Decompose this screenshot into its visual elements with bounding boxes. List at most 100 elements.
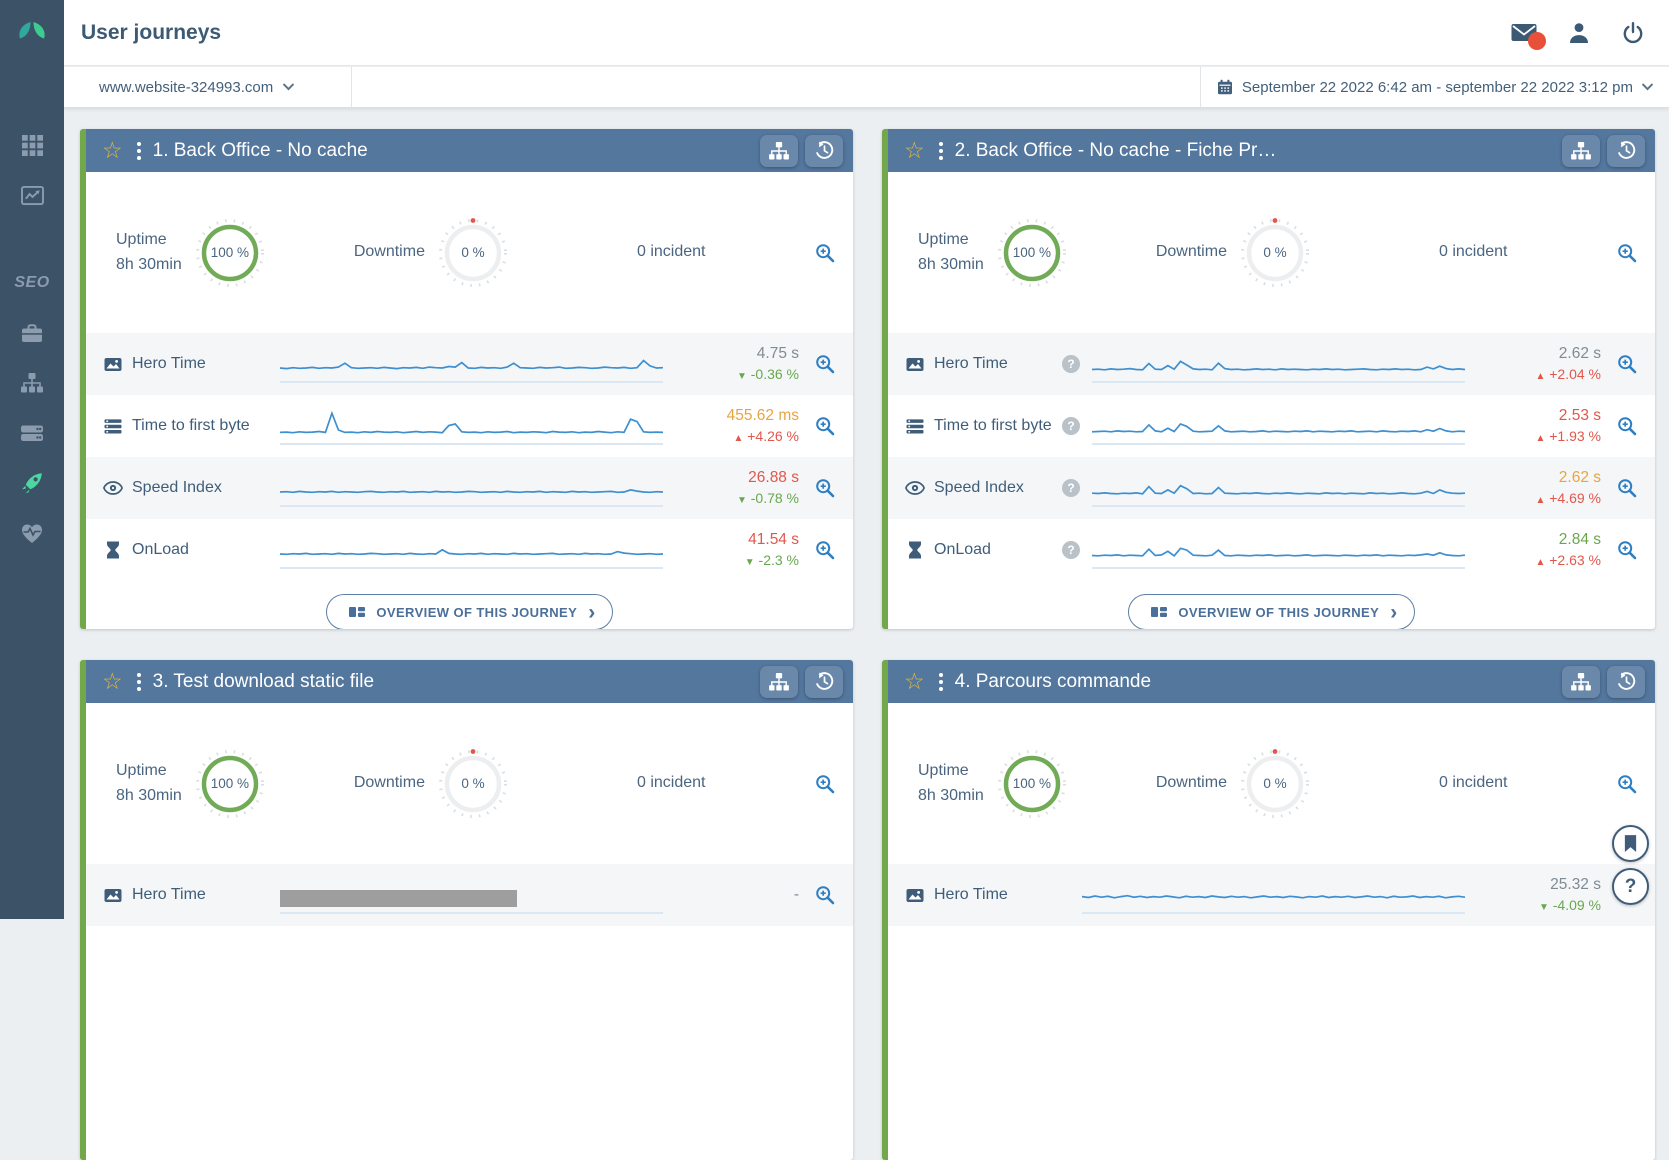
sparkline	[280, 531, 663, 569]
zoom-in-icon[interactable]	[815, 243, 835, 263]
zoom-in-icon[interactable]	[815, 540, 835, 560]
account-button[interactable]	[1567, 22, 1591, 44]
sidebar-item-seo[interactable]: SEO	[0, 258, 64, 308]
incident-count: 0 incident	[637, 240, 706, 265]
journey-structure-button[interactable]	[760, 135, 798, 167]
trend-up-icon: ▲	[1535, 557, 1545, 568]
downtime-value: 0 %	[437, 217, 509, 289]
downtime-value: 0 %	[1239, 217, 1311, 289]
zoom-in-icon[interactable]	[815, 354, 835, 374]
date-range-selector[interactable]: September 22 2022 6:42 am - september 22…	[1200, 67, 1669, 107]
metric-delta: ▲ +2.04 %	[1485, 365, 1601, 385]
trend-down-icon: ▼	[737, 495, 747, 506]
metric-label: OnLoad	[934, 541, 1062, 559]
chevron-right-icon: ›	[1390, 602, 1397, 623]
bookmark-icon	[1625, 835, 1636, 852]
journey-history-button[interactable]	[805, 666, 843, 698]
logout-button[interactable]	[1621, 21, 1645, 45]
zoom-in-icon[interactable]	[815, 416, 835, 436]
website-selector[interactable]: www.website-324993.com	[64, 67, 352, 107]
sidebar-item-journeys[interactable]	[0, 458, 64, 508]
journey-structure-button[interactable]	[760, 666, 798, 698]
sidebar-item-analytics[interactable]	[0, 170, 64, 220]
trend-up-icon: ▲	[1535, 371, 1545, 382]
mail-button[interactable]	[1511, 23, 1537, 42]
sitemap-icon	[1571, 142, 1591, 160]
favorite-star-icon[interactable]: ☆	[102, 139, 123, 162]
kebab-menu-icon[interactable]	[137, 142, 141, 160]
metric-value: 4.75 s	[683, 343, 799, 365]
journey-title: 2. Back Office - No cache - Fiche Pr…	[955, 140, 1562, 162]
zoom-in-icon[interactable]	[815, 885, 835, 905]
favorite-star-icon[interactable]: ☆	[102, 670, 123, 693]
sitemap-icon	[21, 373, 43, 393]
journey-title: 1. Back Office - No cache	[153, 140, 760, 162]
sidebar-item-toolbox[interactable]	[0, 308, 64, 358]
zoom-in-icon[interactable]	[815, 478, 835, 498]
journey-history-button[interactable]	[805, 135, 843, 167]
overview-journey-button[interactable]: OVERVIEW OF THIS JOURNEY ›	[1128, 594, 1414, 629]
kebab-menu-icon[interactable]	[939, 142, 943, 160]
help-icon[interactable]: ?	[1062, 541, 1080, 559]
chevron-right-icon: ›	[588, 602, 595, 623]
leaf-left	[19, 22, 30, 39]
metric-delta: ▼ -2.3 %	[683, 551, 799, 571]
sidebar-item-health[interactable]	[0, 508, 64, 558]
metric-delta: ▼ -4.09 %	[1485, 896, 1601, 916]
metric-delta: ▼ -0.78 %	[683, 489, 799, 509]
app-logo[interactable]	[0, 0, 64, 64]
favorite-star-icon[interactable]: ☆	[904, 670, 925, 693]
zoom-in-icon[interactable]	[1617, 478, 1637, 498]
kebab-menu-icon[interactable]	[939, 673, 943, 691]
metric-label: OnLoad	[132, 541, 272, 559]
journey-history-button[interactable]	[1607, 666, 1645, 698]
journey-structure-button[interactable]	[1562, 135, 1600, 167]
favorite-star-icon[interactable]: ☆	[904, 139, 925, 162]
metric-row-onload: OnLoad ? 2.84 s ▲ +2.63 %	[888, 519, 1655, 581]
zoom-in-icon[interactable]	[1617, 243, 1637, 263]
metric-delta: ▲ +4.26 %	[683, 427, 799, 447]
help-icon[interactable]: ?	[1062, 417, 1080, 435]
help-icon[interactable]: ?	[1062, 355, 1080, 373]
metric-row-hero-time: Hero Time -	[86, 864, 853, 926]
journey-history-button[interactable]	[1607, 135, 1645, 167]
sidebar-item-apps[interactable]	[0, 120, 64, 170]
metric-value: 455.62 ms	[683, 405, 799, 427]
server-stack-icon	[904, 419, 926, 434]
sidebar-item-sitemap[interactable]	[0, 358, 64, 408]
metric-label: Hero Time	[132, 355, 272, 373]
server-stack-icon	[102, 419, 124, 434]
trend-down-icon: ▼	[745, 557, 755, 568]
image-icon	[904, 888, 926, 903]
trend-down-icon: ▼	[737, 371, 747, 382]
image-icon	[102, 357, 124, 372]
zoom-in-icon[interactable]	[1617, 354, 1637, 374]
heart-pulse-icon	[22, 524, 42, 543]
uptime-gauge: 100 %	[194, 217, 266, 289]
sidebar-item-server[interactable]	[0, 408, 64, 458]
overview-journey-button[interactable]: OVERVIEW OF THIS JOURNEY ›	[326, 594, 612, 629]
sitemap-icon	[769, 142, 789, 160]
history-icon	[1618, 672, 1634, 689]
journey-structure-button[interactable]	[1562, 666, 1600, 698]
help-icon[interactable]: ?	[1062, 479, 1080, 497]
metric-label: Hero Time	[934, 355, 1062, 373]
downtime-value: 0 %	[1239, 748, 1311, 820]
zoom-in-icon[interactable]	[815, 774, 835, 794]
briefcase-icon	[22, 325, 42, 342]
dashboard-tiles-icon	[1151, 607, 1167, 617]
sparkline	[1092, 531, 1465, 569]
downtime-gauge: 0 %	[437, 217, 509, 289]
card-header: ☆ 4. Parcours commande	[888, 660, 1655, 703]
eye-icon	[904, 481, 926, 495]
metric-value: -	[683, 884, 799, 906]
zoom-in-icon[interactable]	[1617, 774, 1637, 794]
zoom-in-icon[interactable]	[1617, 416, 1637, 436]
zoom-in-icon[interactable]	[1617, 540, 1637, 560]
help-button[interactable]: ?	[1612, 868, 1649, 905]
kebab-menu-icon[interactable]	[137, 673, 141, 691]
bookmark-button[interactable]	[1612, 825, 1649, 862]
